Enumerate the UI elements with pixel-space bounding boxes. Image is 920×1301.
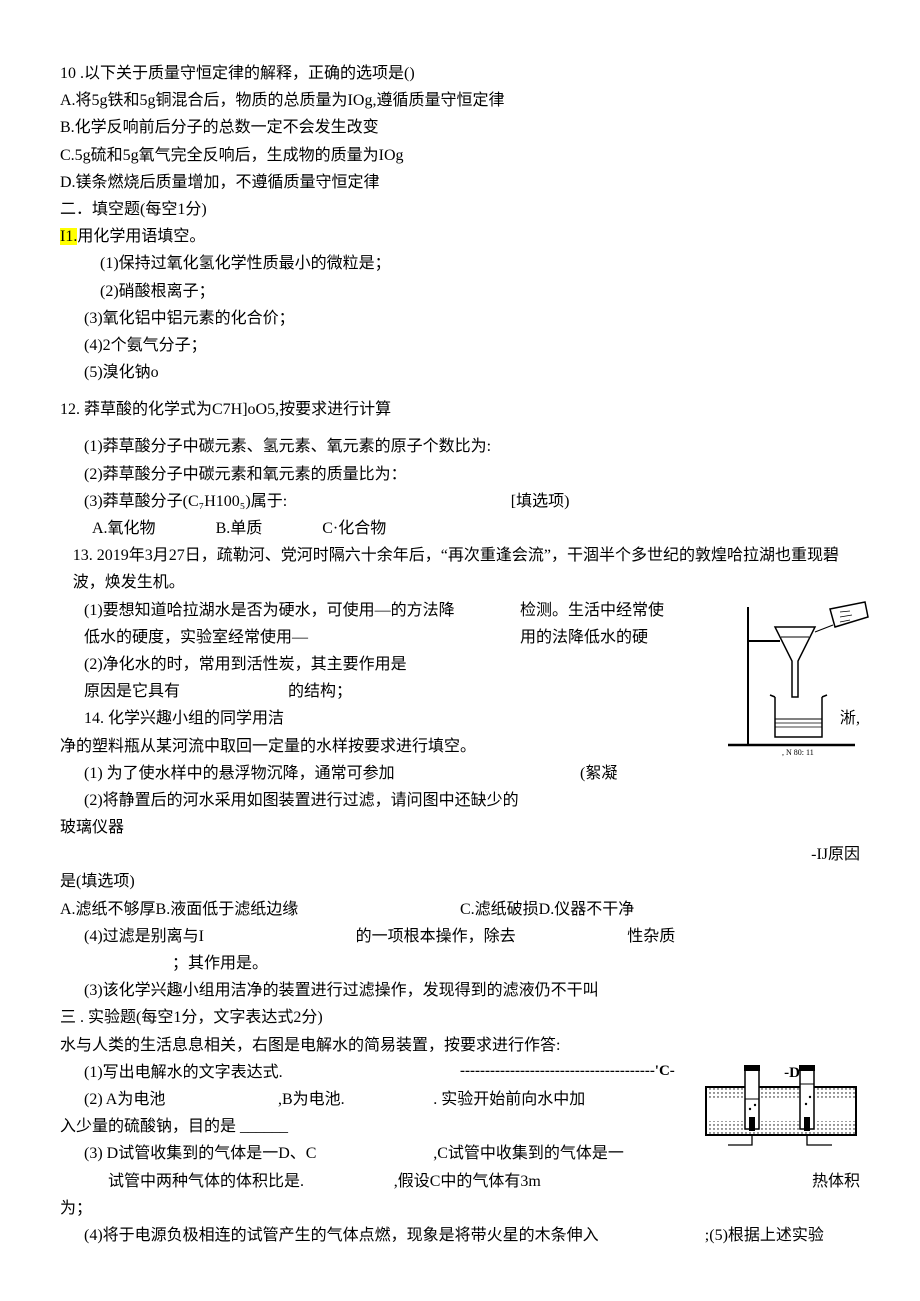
q14-s4: (4)过滤是别离与I 的一项根本操作，除去 性杂质 xyxy=(60,923,860,950)
q12-stem: 12. 莽草酸的化学式为C7H]oO5,按要求进行计算 xyxy=(60,396,860,423)
section-2-title: 二．填空题(每空1分) xyxy=(60,196,860,223)
q13-s1b-left: 低水的硬度，实验室经常使用— xyxy=(60,624,500,651)
q13-s2-left: (2)净化水的时，常用到活性炭，其主要作用是 xyxy=(60,651,620,678)
q12-opt-b: B.单质 xyxy=(216,515,263,542)
q14-tail: 淅, xyxy=(380,705,860,732)
q13-s1-left: (1)要想知道哈拉湖水是否为硬水，可使用—的方法降 xyxy=(60,597,500,624)
q12-s3b: [填选项) xyxy=(511,488,570,515)
q14-s4d: ；其作用是。 xyxy=(60,950,860,977)
svg-text:, N 80: 11: , N 80: 11 xyxy=(782,748,814,757)
q14-s3b-left: A.滤纸不够厚B.液面低于滤纸边缘 xyxy=(60,896,460,923)
q14-s1-left: (1) 为了使水样中的悬浮物沉降，通常可参加 xyxy=(60,760,580,787)
q14-s5: (3)该化学兴趣小组用洁净的装置进行过滤操作，发现得到的滤液仍不干叫 xyxy=(60,977,860,1004)
exp-d-label: -D xyxy=(784,1061,800,1087)
q14-stem-a: 14. 化学兴趣小组的同学用洁 xyxy=(60,705,380,732)
exp-s4a: (4)将于电源负极相连的试管产生的气体点燃，现象是将带火星的木条伸入 xyxy=(84,1222,705,1249)
q14-s1-right: (絮凝 xyxy=(580,760,617,787)
exp-s2c: . 实验开始前向水中加 xyxy=(433,1086,585,1113)
q14-s4b: 的一项根本操作，除去 xyxy=(356,923,628,950)
exp-s3cd: 试管中两种气体的体积比是. ,假设C中的气体有3m 热体积 xyxy=(60,1168,860,1195)
q10-stem: 10 .以下关于质量守恒定律的解释，正确的选项是() xyxy=(60,60,860,87)
q14-s2: (2)将静置后的河水采用如图装置进行过滤，请问图中还缺少的 xyxy=(60,787,860,814)
q11-stem: I1.用化学用语填空。 xyxy=(60,223,860,250)
q11-s2: (2)硝酸根离子； xyxy=(60,278,860,305)
q12-opt-a: A.氧化物 xyxy=(92,515,156,542)
filtration-diagram: , N 80: 11 xyxy=(720,597,880,757)
q14-s3b-right: C.滤纸破损D.仪器不干净 xyxy=(460,896,634,923)
exp-s3b: ,C试管中收集到的气体是一 xyxy=(433,1140,624,1167)
q14-s2b: 玻璃仪器 xyxy=(60,814,860,841)
q11-s3: (3)氧化铝中铝元素的化合价； xyxy=(60,305,860,332)
q11-s4: (4)2个氨气分子； xyxy=(60,332,860,359)
q13-stem: 13. 2019年3月27日，疏勒河、党河时隔六十余年后，“再次重逢会流”，干涸… xyxy=(60,542,860,596)
q14-s3a: 是(填选项) xyxy=(60,868,860,895)
q10-opt-a: A.将5g铁和5g铜混合后，物质的总质量为IOg,遵循质量守恒定律 xyxy=(60,87,860,114)
q12-opt-c: C·化合物 xyxy=(322,515,386,542)
exp-c-label: ---------------------------------------'… xyxy=(460,1059,675,1085)
exp-s1: (1)写出电解水的文字表达式. xyxy=(84,1064,283,1081)
section-3-title: 三 . 实验题(每空1分，文字表达式2分) xyxy=(60,1004,860,1031)
q14-s4c: 性杂质 xyxy=(627,923,675,950)
exp-s4b: ;(5)根据上述实验 xyxy=(705,1222,824,1249)
q14-s4a: (4)过滤是别离与I xyxy=(84,923,356,950)
exp-s2a: (2) A为电池 xyxy=(84,1086,278,1113)
exp-s3f: 为； xyxy=(60,1195,860,1222)
q11-prefix: I1. xyxy=(60,228,77,245)
exp-s3e: 热体积 xyxy=(680,1168,861,1195)
q12-s3: (3)莽草酸分子(C₇H100₅)属于: [填选项) xyxy=(60,488,860,515)
q12-s1: (1)莽草酸分子中碳元素、氢元素、氧元素的原子个数比为: xyxy=(60,433,860,460)
q14-s3b: A.滤纸不够厚B.液面低于滤纸边缘 C.滤纸破损D.仪器不干净 xyxy=(60,896,860,923)
q11-stem-text: 用化学用语填空。 xyxy=(77,228,205,245)
q11-s5: (5)溴化钠o xyxy=(60,359,860,386)
q12-options: A.氧化物 B.单质 C·化合物 xyxy=(60,515,860,542)
q12-s3a: (3)莽草酸分子(C₇H100₅)属于: xyxy=(84,488,511,515)
q11-s1: (1)保持过氧化氢化学性质最小的微粒是； xyxy=(60,250,860,277)
exp-s3a: (3) D试管收集到的气体是一D、C xyxy=(84,1140,433,1167)
q10-opt-c: C.5g硫和5g氧气完全反响后，生成物的质量为IOg xyxy=(60,142,860,169)
q14-ij: -IJ原因 xyxy=(60,841,860,868)
exp-s4: (4)将于电源负极相连的试管产生的气体点燃，现象是将带火星的木条伸入 ;(5)根… xyxy=(60,1222,860,1249)
exp-intro: 水与人类的生活息息相关，右图是电解水的简易装置，按要求进行作答: xyxy=(60,1032,860,1059)
q10-opt-b: B.化学反响前后分子的总数一定不会发生改变 xyxy=(60,114,860,141)
q10-opt-d: D.镁条燃烧后质量增加，不遵循质量守恒定律 xyxy=(60,169,860,196)
exp-s3d: ,假设C中的气体有3m xyxy=(394,1168,680,1195)
q12-s2: (2)莽草酸分子中碳元素和氧元素的质量比为： xyxy=(60,461,860,488)
exp-s2b: ,B为电池. xyxy=(278,1086,433,1113)
exp-s3c: 试管中两种气体的体积比是. xyxy=(108,1168,394,1195)
